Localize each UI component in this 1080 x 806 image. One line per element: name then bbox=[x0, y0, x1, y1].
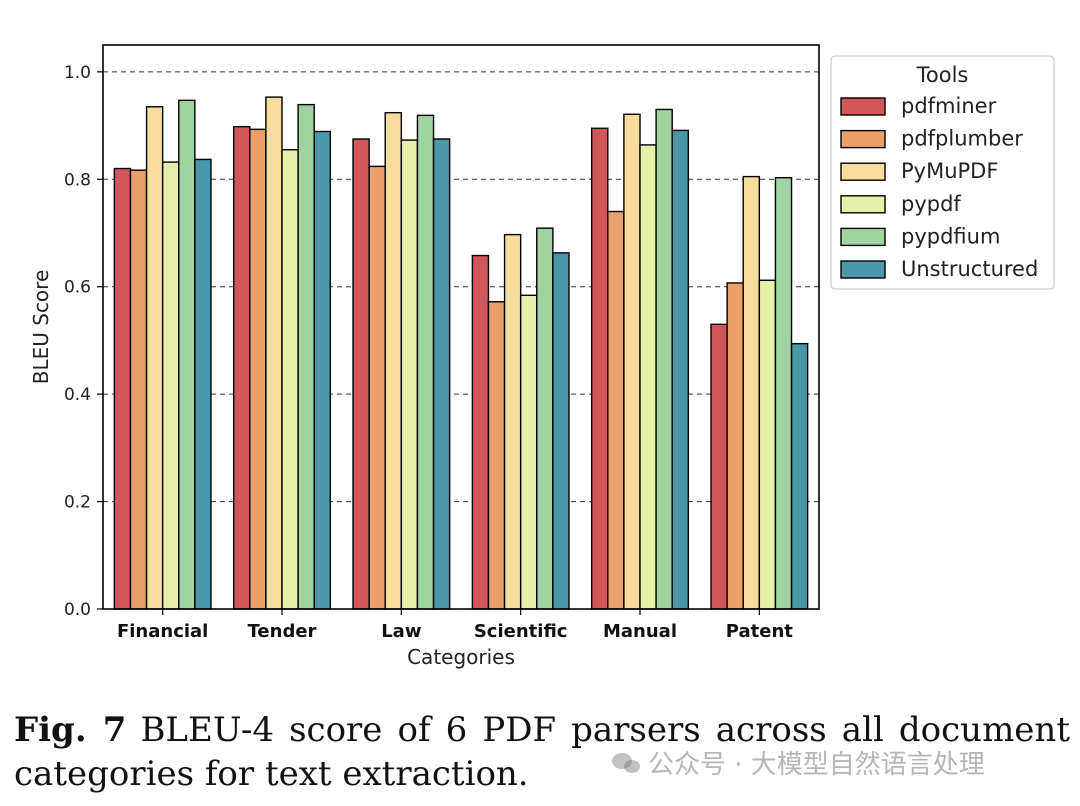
bar-pypdf-law bbox=[400, 139, 419, 610]
legend-swatch-unstructured bbox=[840, 260, 886, 279]
legend-label-pdfplumber: pdfplumber bbox=[901, 127, 1023, 151]
x-axis-ticks: Financial Tender Law Scientific Manual Patent bbox=[117, 609, 793, 642]
bar-unstructured-tender bbox=[313, 130, 332, 610]
x-tick-label: Scientific bbox=[474, 621, 568, 642]
legend-swatch-pdfplumber bbox=[840, 129, 886, 149]
bar-pypdfium-scientific bbox=[536, 227, 554, 610]
bar-pdfminer-manual bbox=[591, 127, 609, 610]
y-axis-label: BLEU Score bbox=[29, 270, 53, 385]
bar-unstructured-patent bbox=[790, 342, 809, 610]
bar-pdfminer-law bbox=[352, 138, 370, 610]
bar-pypdfium-law bbox=[416, 114, 435, 610]
x-tick-label: Financial bbox=[117, 621, 208, 642]
y-tick-label: 0.4 bbox=[64, 385, 91, 405]
bar-pdfplumber-manual bbox=[607, 210, 625, 610]
bars bbox=[113, 96, 809, 610]
bleu-bar-chart: 0.0 0.2 0.4 0.6 0.8 1.0 Financial Tender Law Sci… bbox=[29, 44, 1055, 669]
y-axis-ticks: 0.0 0.2 0.4 0.6 0.8 1.0 bbox=[64, 63, 103, 620]
bar-pymupdf-financial bbox=[145, 106, 164, 610]
legend-swatch-pdfminer bbox=[840, 97, 886, 116]
legend-title: Tools bbox=[916, 63, 969, 87]
legend-box bbox=[830, 55, 1055, 290]
bar-pdfplumber-law bbox=[368, 165, 386, 610]
y-tick-label: 0.2 bbox=[64, 493, 91, 513]
caption-label: Fig. 7 bbox=[14, 710, 127, 750]
bar-unstructured-financial bbox=[194, 158, 212, 610]
bar-pdfplumber-scientific bbox=[487, 301, 506, 610]
y-tick-label: 1.0 bbox=[64, 63, 91, 83]
watermark-text: 公众号 · 大模型自然语言处理 bbox=[648, 750, 985, 780]
bar-pypdf-scientific bbox=[519, 294, 538, 610]
bar-pdfminer-tender bbox=[232, 125, 251, 610]
legend-label-unstructured: Unstructured bbox=[901, 257, 1038, 281]
y-tick-label: 0.6 bbox=[64, 278, 91, 298]
bar-unstructured-scientific bbox=[552, 252, 570, 610]
grid-lines bbox=[103, 71, 819, 503]
legend-label-pypdfium: pypdfium bbox=[901, 224, 1000, 248]
wechat-icon bbox=[612, 751, 642, 775]
caption-text: BLEU-4 score of 6 PDF parsers across all… bbox=[14, 710, 1070, 794]
bar-pymupdf-manual bbox=[623, 113, 641, 610]
figure-caption: Fig. 7 BLEU-4 score of 6 PDF parsers acro… bbox=[14, 708, 1070, 796]
bar-pdfplumber-patent bbox=[726, 282, 744, 610]
bar-pypdf-tender bbox=[281, 149, 299, 610]
legend-swatch-pymupdf bbox=[840, 162, 886, 181]
legend: Tools pdfminer pdfplumber PyMuPDF pypdf pypd… bbox=[830, 55, 1055, 290]
bar-pypdfium-tender bbox=[297, 103, 315, 610]
bar-pypdf-manual bbox=[639, 144, 657, 610]
bar-pdfplumber-financial bbox=[129, 169, 148, 610]
x-axis-label: Categories bbox=[407, 645, 515, 669]
legend-items: pdfminer pdfplumber PyMuPDF pypdf pypdfium Un… bbox=[840, 94, 1038, 281]
x-tick-label: Manual bbox=[603, 621, 677, 642]
legend-swatch-pypdf bbox=[840, 195, 886, 214]
y-tick-label: 0.8 bbox=[64, 170, 91, 190]
y-tick-label: 0.0 bbox=[64, 600, 91, 620]
bar-pymupdf-law bbox=[384, 111, 403, 610]
legend-label-pdfminer: pdfminer bbox=[901, 94, 997, 118]
x-tick-label: Patent bbox=[726, 621, 793, 642]
plot-frame bbox=[102, 44, 820, 610]
x-tick-label: Law bbox=[381, 621, 421, 642]
bar-pypdf-patent bbox=[758, 279, 777, 610]
bar-pypdfium-manual bbox=[655, 108, 673, 610]
bar-unstructured-manual bbox=[671, 129, 690, 610]
legend-label-pymupdf: PyMuPDF bbox=[901, 159, 998, 183]
legend-swatch-pypdfium bbox=[840, 227, 886, 247]
bar-pdfminer-scientific bbox=[471, 254, 490, 610]
bar-pdfminer-financial bbox=[113, 167, 132, 610]
legend-label-pypdf: pypdf bbox=[901, 192, 961, 216]
bar-pymupdf-tender bbox=[265, 96, 283, 610]
x-tick-label: Tender bbox=[248, 621, 317, 642]
bar-pymupdf-scientific bbox=[503, 233, 522, 610]
bar-pypdf-financial bbox=[161, 161, 180, 610]
bar-pymupdf-patent bbox=[742, 175, 761, 610]
bar-pypdfium-patent bbox=[774, 176, 793, 610]
bar-unstructured-law bbox=[432, 138, 451, 610]
bar-pdfminer-patent bbox=[710, 323, 728, 610]
bar-pdfplumber-tender bbox=[249, 128, 267, 610]
watermark: 公众号 · 大模型自然语言处理 bbox=[612, 744, 985, 781]
bar-pypdfium-financial bbox=[178, 99, 196, 610]
